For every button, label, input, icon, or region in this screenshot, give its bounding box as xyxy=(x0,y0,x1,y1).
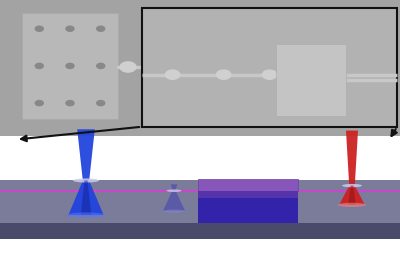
Polygon shape xyxy=(0,180,400,223)
Polygon shape xyxy=(68,180,104,215)
Ellipse shape xyxy=(73,178,99,183)
Ellipse shape xyxy=(67,212,105,218)
Polygon shape xyxy=(348,186,356,205)
Circle shape xyxy=(35,26,43,31)
Polygon shape xyxy=(77,129,95,180)
Circle shape xyxy=(97,101,105,106)
Polygon shape xyxy=(163,191,185,211)
Polygon shape xyxy=(81,180,91,215)
Circle shape xyxy=(262,70,277,79)
Circle shape xyxy=(166,70,180,79)
Bar xyxy=(142,8,397,127)
Bar xyxy=(0,0,400,136)
Bar xyxy=(276,44,346,116)
Circle shape xyxy=(66,63,74,68)
Polygon shape xyxy=(0,223,400,239)
Polygon shape xyxy=(198,191,298,223)
Polygon shape xyxy=(171,184,177,191)
Circle shape xyxy=(35,63,43,68)
Circle shape xyxy=(216,70,231,79)
Polygon shape xyxy=(346,131,358,186)
Polygon shape xyxy=(198,179,298,191)
Bar xyxy=(22,13,118,119)
Ellipse shape xyxy=(338,203,366,207)
Bar xyxy=(0,136,400,256)
Circle shape xyxy=(97,26,105,31)
Circle shape xyxy=(120,62,136,72)
Polygon shape xyxy=(198,191,298,198)
Circle shape xyxy=(97,63,105,68)
Ellipse shape xyxy=(162,210,186,213)
Polygon shape xyxy=(339,186,365,205)
Circle shape xyxy=(66,26,74,31)
Ellipse shape xyxy=(166,189,182,192)
Circle shape xyxy=(66,101,74,106)
Ellipse shape xyxy=(75,189,97,192)
Ellipse shape xyxy=(342,184,362,187)
Circle shape xyxy=(35,101,43,106)
